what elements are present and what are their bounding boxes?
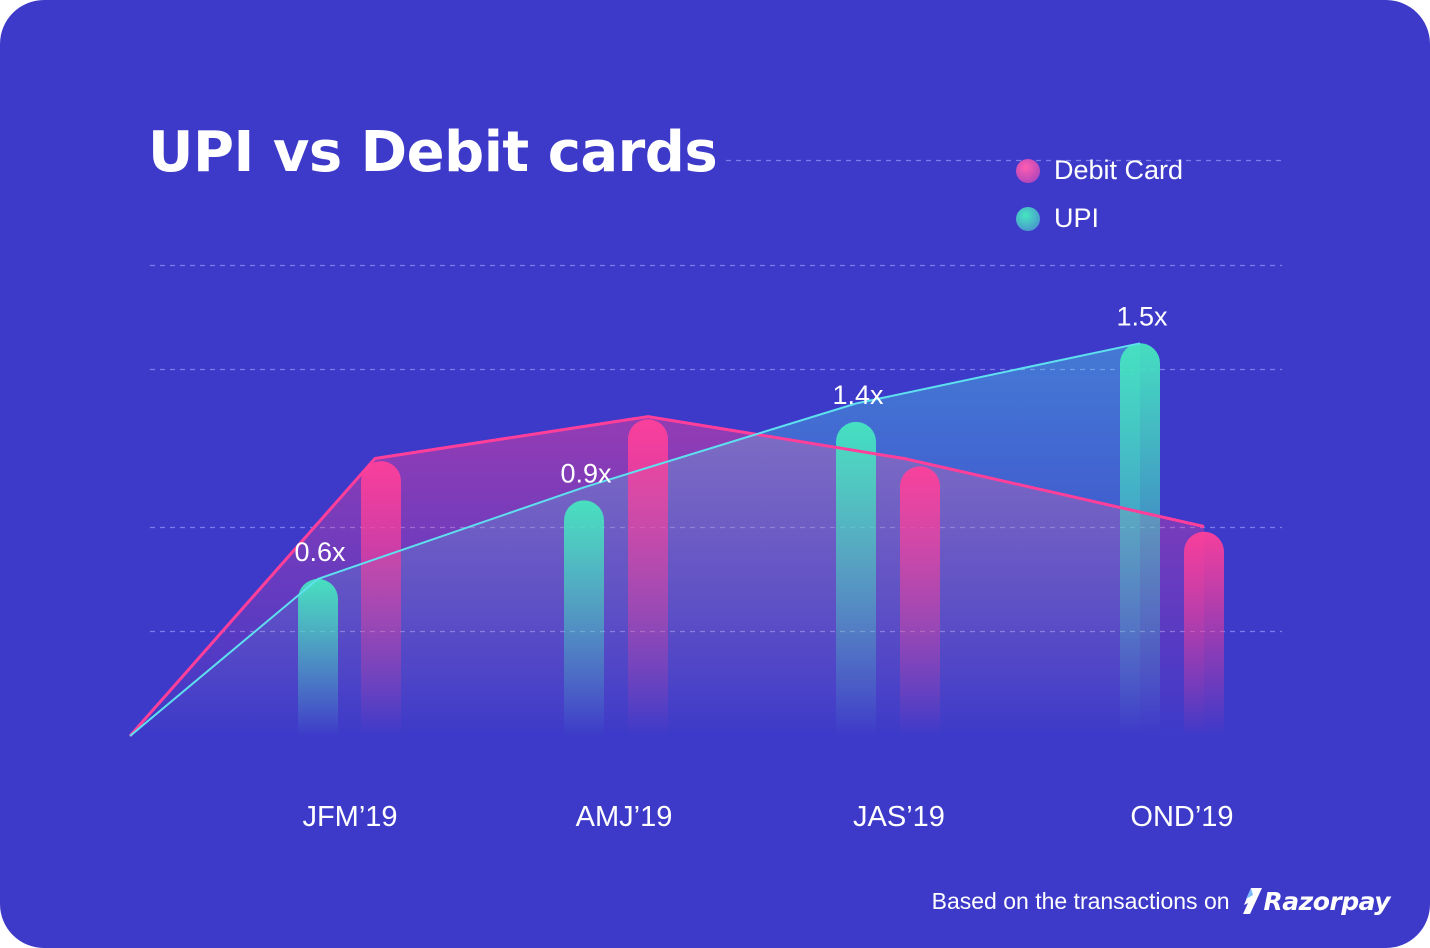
debit-card-bar: [361, 461, 402, 736]
x-axis-tick-label: JFM’19: [302, 801, 397, 833]
upi-bar: [836, 421, 876, 736]
footer-text: Based on the transactions on: [931, 887, 1230, 914]
upi-multiplier-label: 0.9x: [560, 458, 612, 488]
debit-card-bar: [900, 466, 940, 736]
debit-card-bar: [628, 419, 668, 736]
debit-card-legend-swatch: [1016, 159, 1040, 183]
legend-label-upi: UPI: [1054, 203, 1100, 233]
x-axis-tick-label: OND’19: [1130, 801, 1233, 833]
upi-legend-swatch: [1016, 207, 1040, 231]
razorpay-logo-icon: [1242, 888, 1262, 914]
upi-line: [129, 342, 1141, 737]
upi-bar: [298, 578, 338, 736]
razorpay-logo-text: Razorpay: [1263, 886, 1391, 916]
debit-card-line: [128, 415, 1205, 737]
razorpay-logo: Razorpay: [1242, 886, 1391, 916]
upi-bar: [1120, 343, 1160, 736]
chart-title: UPI vs Debit cards: [148, 120, 718, 185]
upi-multiplier-label: 1.4x: [832, 380, 884, 410]
upi-bar: [564, 500, 604, 736]
x-axis-tick-label: AMJ’19: [576, 801, 673, 833]
legend-label-debit-card: Debit Card: [1054, 155, 1184, 185]
x-axis-tick-label: JAS’19: [853, 801, 945, 833]
upi-multiplier-label: 0.6x: [294, 537, 346, 567]
debit-card-bar: [1184, 531, 1224, 736]
footer: Based on the transactions on Razorpay: [931, 884, 1391, 918]
upi-multiplier-label: 1.5x: [1116, 301, 1168, 331]
